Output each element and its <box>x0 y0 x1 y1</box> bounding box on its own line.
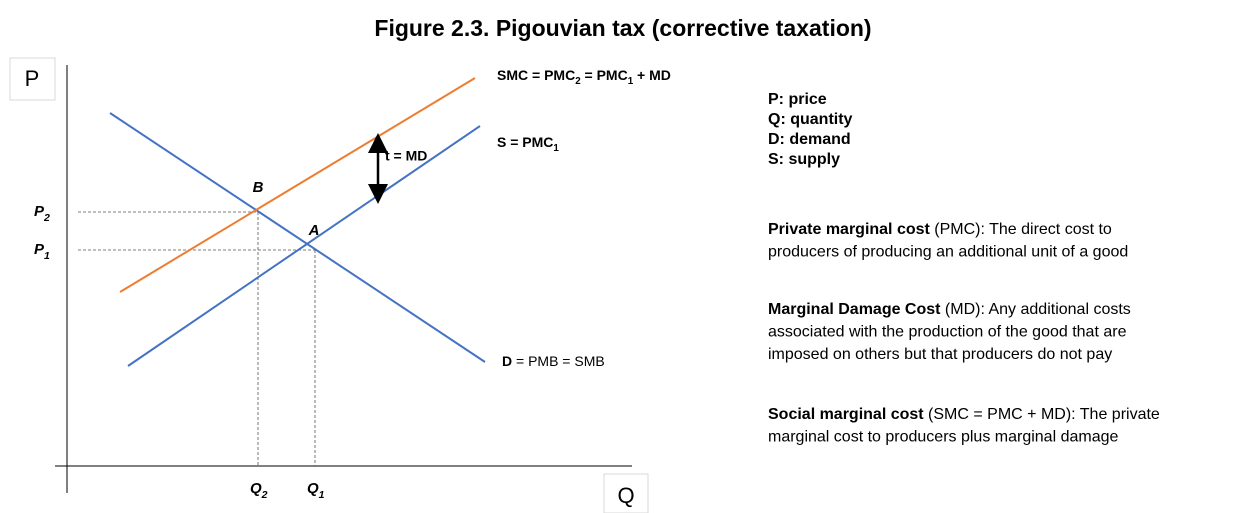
point-b: B <box>253 179 264 196</box>
text: Q <box>250 480 262 497</box>
definition: D: demand <box>768 131 851 148</box>
note-text: (PMC): The direct cost to <box>930 221 1112 238</box>
note-line: associated with the production of the go… <box>768 324 1127 341</box>
p2-label: P2 <box>34 203 50 224</box>
note-term: Private marginal cost <box>768 221 931 238</box>
title: Figure 2.3. Pigouvian tax (corrective ta… <box>374 15 871 41</box>
demand-curve <box>109 112 486 363</box>
note-text: associated with the production of the go… <box>768 324 1127 341</box>
note-term: Social marginal cost <box>768 406 924 423</box>
subscript: 1 <box>628 76 634 87</box>
text: P <box>34 203 45 220</box>
note-term: Marginal Damage Cost <box>768 301 941 318</box>
note-line: Private marginal cost (PMC): The direct … <box>768 221 1112 238</box>
q2-label: Q2 <box>250 480 268 501</box>
subscript: 2 <box>575 76 581 87</box>
d-label: D = PMB = SMB <box>502 353 605 369</box>
note-line: Marginal Damage Cost (MD): Any additiona… <box>768 301 1131 318</box>
subscript: 1 <box>319 489 325 501</box>
text: S = PMC <box>497 134 553 150</box>
text: SMC = PMC <box>497 67 575 83</box>
s-label: S = PMC1 <box>497 134 559 154</box>
note-text: marginal cost to producers plus marginal… <box>768 429 1119 446</box>
note-text: producers of producing an additional uni… <box>768 244 1128 261</box>
definition: Q: quantity <box>768 111 853 128</box>
supply-curve <box>127 125 481 367</box>
point-a: A <box>308 222 320 239</box>
x-label-box <box>603 473 649 513</box>
subscript: 2 <box>261 489 268 501</box>
note-line: marginal cost to producers plus marginal… <box>768 429 1119 446</box>
tax-label: t = MD <box>385 148 427 164</box>
smc-curve <box>119 77 476 293</box>
text: + MD <box>633 67 671 83</box>
notes: Private marginal cost (PMC): The direct … <box>768 221 1160 446</box>
y-label-box <box>9 57 56 101</box>
subscript: 1 <box>44 250 50 262</box>
text: Q <box>307 480 319 497</box>
p1-label: P1 <box>34 241 50 262</box>
text: = PMB = SMB <box>512 353 605 369</box>
subscript: 1 <box>553 143 559 154</box>
definitions: P: price Q: quantity D: demand S: supply <box>768 91 853 168</box>
text: P <box>34 241 45 258</box>
y-axis-label: P <box>25 66 40 91</box>
note-text: (MD): Any additional costs <box>940 301 1130 318</box>
note-text: imposed on others but that producers do … <box>768 346 1112 363</box>
definition: P: price <box>768 91 827 108</box>
note-line: Social marginal cost (SMC = PMC + MD): T… <box>768 406 1160 423</box>
subscript: 2 <box>43 212 50 224</box>
note-text: (SMC = PMC + MD): The private <box>924 406 1160 423</box>
definition: S: supply <box>768 151 840 168</box>
note-line: imposed on others but that producers do … <box>768 346 1112 363</box>
text: = PMC <box>581 67 628 83</box>
x-axis-label: Q <box>617 483 634 508</box>
note-line: producers of producing an additional uni… <box>768 244 1128 261</box>
text: D <box>502 353 512 369</box>
smc-label: SMC = PMC2 = PMC1 + MD <box>497 67 671 87</box>
q1-label: Q1 <box>307 480 325 501</box>
